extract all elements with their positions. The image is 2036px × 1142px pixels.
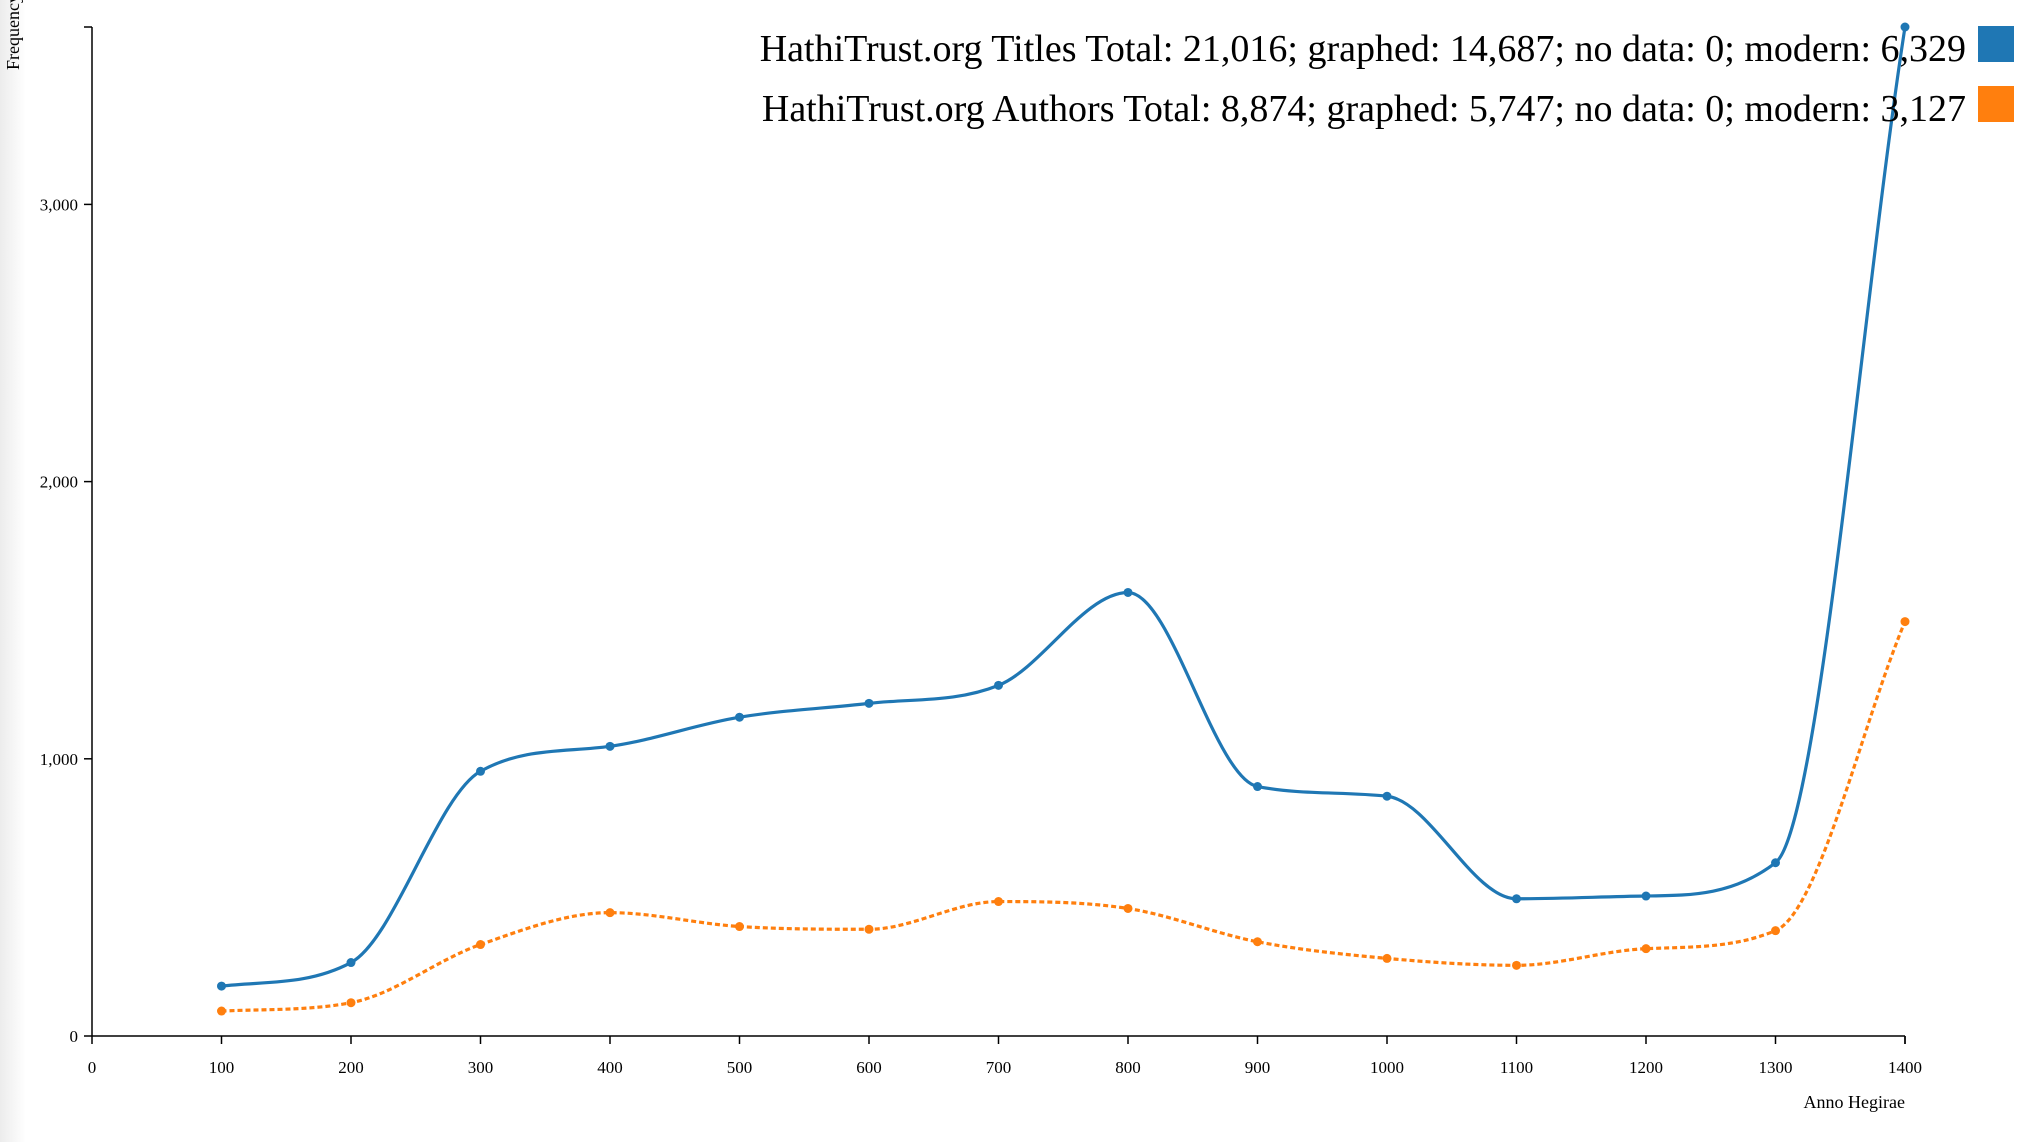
- y-tick-label: 1,000: [40, 750, 78, 769]
- x-tick-label: 600: [856, 1058, 882, 1077]
- y-axis-title: Frequency: [3, 0, 23, 70]
- data-point[interactable]: [346, 958, 356, 968]
- x-tick-label: 200: [338, 1058, 364, 1077]
- data-point[interactable]: [1900, 22, 1910, 32]
- x-tick-label: 700: [986, 1058, 1012, 1077]
- data-point[interactable]: [1900, 617, 1910, 627]
- x-tick-label: 300: [468, 1058, 494, 1077]
- data-point[interactable]: [1512, 960, 1521, 970]
- data-point[interactable]: [217, 981, 226, 991]
- data-point[interactable]: [1123, 903, 1133, 913]
- legend-swatch[interactable]: [1978, 26, 2014, 62]
- data-point[interactable]: [1382, 791, 1392, 801]
- data-point[interactable]: [605, 908, 615, 918]
- axes: 0 100 200 300 400 500 600 700 800 900 1000 1100 1200…: [40, 26, 1922, 1077]
- data-point[interactable]: [735, 922, 744, 932]
- legend-label: HathiTrust.org Authors Total: 8,874; gra…: [762, 88, 1966, 130]
- series-titles: [217, 22, 1910, 991]
- data-point[interactable]: [1253, 782, 1262, 792]
- x-tick-label: 1300: [1759, 1058, 1793, 1077]
- legend-label: HathiTrust.org Titles Total: 21,016; gra…: [760, 28, 1966, 70]
- data-point[interactable]: [346, 998, 356, 1008]
- x-tick-label: 400: [597, 1058, 623, 1077]
- series-line: [221, 620, 1907, 1013]
- x-tick-label: 900: [1245, 1058, 1271, 1077]
- y-tick-label: 3,000: [40, 195, 78, 214]
- x-axis-title: Anno Hegirae: [1804, 1092, 1905, 1112]
- data-point[interactable]: [605, 741, 615, 751]
- data-point[interactable]: [1253, 937, 1262, 947]
- y-tick-label: 0: [70, 1027, 79, 1046]
- data-point[interactable]: [1771, 926, 1780, 936]
- series-line: [221, 26, 1907, 988]
- data-point[interactable]: [1641, 891, 1651, 901]
- data-point[interactable]: [476, 766, 485, 776]
- legend-swatch[interactable]: [1978, 86, 2014, 122]
- x-tick-label: 800: [1115, 1058, 1141, 1077]
- x-tick-label: 500: [727, 1058, 753, 1077]
- data-point[interactable]: [476, 940, 485, 950]
- data-point[interactable]: [1641, 944, 1651, 954]
- x-tick-label: 1100: [1500, 1058, 1533, 1077]
- x-tick-label: 100: [209, 1058, 235, 1077]
- data-point[interactable]: [217, 1006, 226, 1016]
- series-layer: [217, 22, 1910, 1016]
- data-point[interactable]: [1123, 587, 1133, 597]
- data-point[interactable]: [994, 897, 1003, 907]
- data-point[interactable]: [1512, 894, 1521, 904]
- data-point[interactable]: [864, 924, 874, 934]
- data-point[interactable]: [994, 680, 1003, 690]
- x-tick-label: 1200: [1629, 1058, 1663, 1077]
- series-authors: [217, 617, 1910, 1016]
- data-point[interactable]: [735, 712, 744, 722]
- y-tick-label: 2,000: [40, 473, 78, 492]
- data-point[interactable]: [1771, 858, 1780, 868]
- x-tick-label: 1400: [1888, 1058, 1922, 1077]
- data-point[interactable]: [1382, 953, 1392, 963]
- data-point[interactable]: [864, 698, 874, 708]
- x-tick-label: 0: [88, 1058, 97, 1077]
- legend: HathiTrust.org Titles Total: 21,016; gra…: [760, 26, 2014, 130]
- x-tick-label: 1000: [1370, 1058, 1404, 1077]
